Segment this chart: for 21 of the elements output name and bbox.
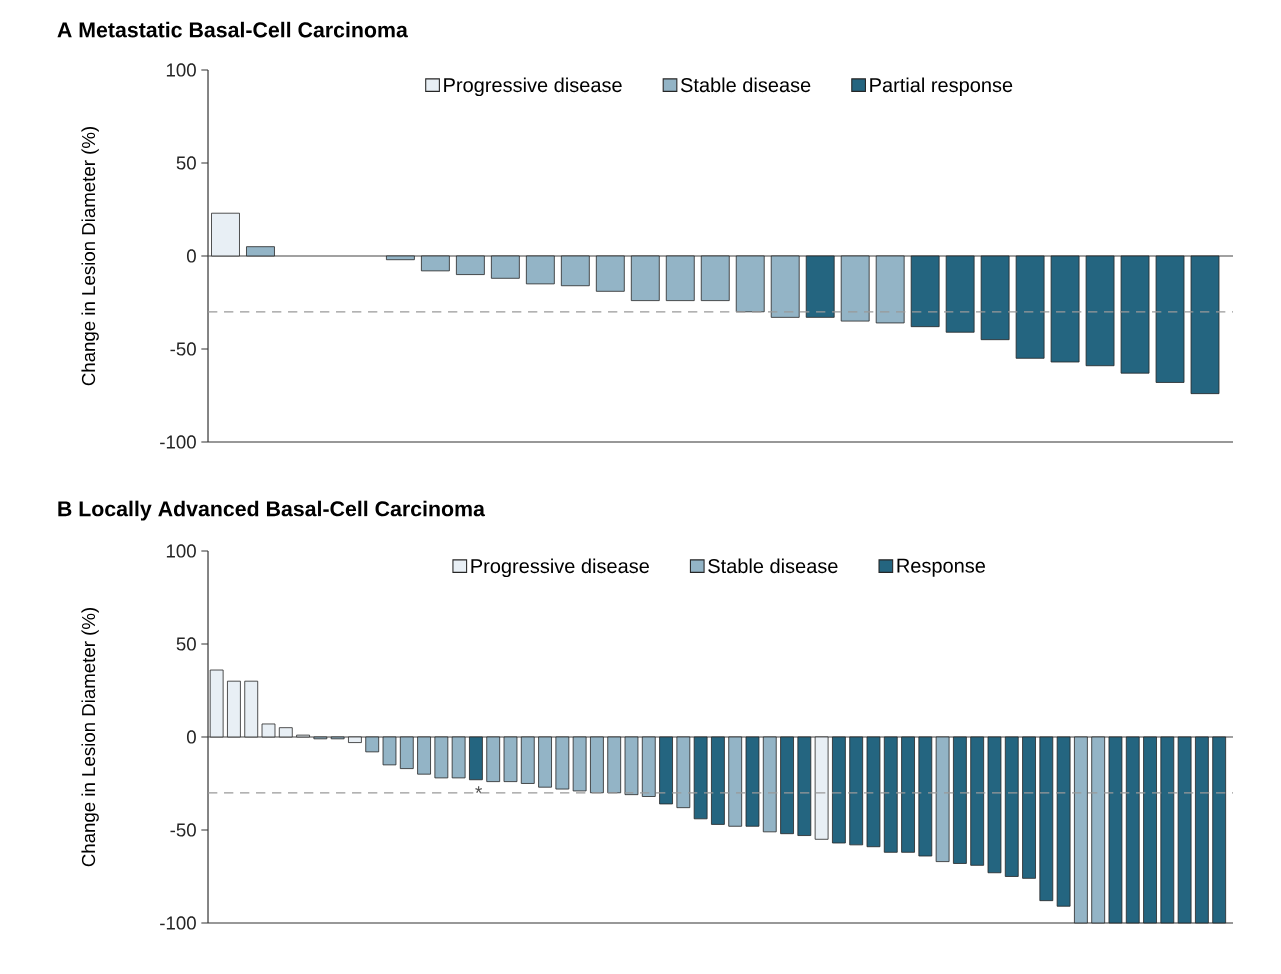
y-tick-label: 0 bbox=[186, 249, 196, 263]
y-tick-label: 50 bbox=[176, 156, 196, 170]
legend-label: Response bbox=[897, 558, 986, 577]
legend-label: Stable disease bbox=[708, 558, 838, 574]
chart-title: B Locally Advanced Basal-Cell Carcinoma bbox=[58, 500, 486, 521]
y-tick-label: -100 bbox=[160, 916, 196, 930]
y-tick-label: -50 bbox=[170, 342, 196, 356]
y-axis-title: Change in Lesion Diameter (%) bbox=[81, 126, 99, 386]
legend-label: Stable disease bbox=[680, 77, 811, 93]
y-tick-label: 50 bbox=[176, 637, 196, 651]
legend-label: Progressive disease bbox=[471, 558, 649, 578]
legend-label: Partial response bbox=[870, 77, 1013, 97]
y-tick-label: -100 bbox=[160, 435, 196, 449]
y-axis-title: Change in Lesion Diameter (%) bbox=[81, 607, 99, 867]
chart-title: A Metastatic Basal-Cell Carcinoma bbox=[57, 21, 408, 38]
annotation: * bbox=[475, 786, 482, 793]
y-tick-label: 0 bbox=[186, 730, 196, 744]
y-tick-label: 100 bbox=[166, 544, 196, 558]
legend-label: Progressive disease bbox=[444, 77, 622, 97]
y-tick-label: -50 bbox=[170, 823, 196, 837]
y-tick-label: 100 bbox=[166, 63, 196, 77]
